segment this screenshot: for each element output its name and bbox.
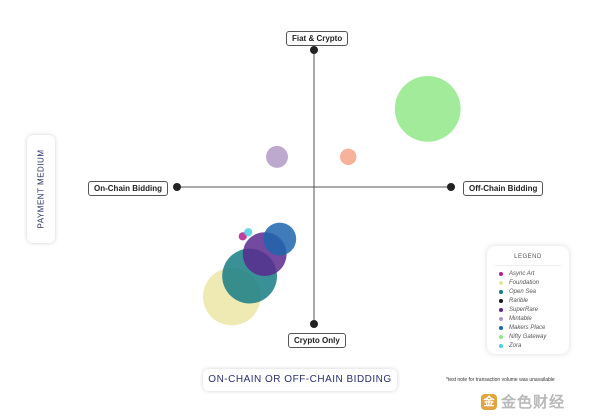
legend-swatch [499, 307, 503, 312]
legend-item: Open Sea [487, 287, 569, 296]
axis-end-dot-left [173, 183, 181, 191]
bubble-makers-place [263, 222, 297, 256]
legend-label: Zora [509, 342, 522, 349]
axis-end-dot-top [310, 46, 318, 54]
legend-item: Mintable [487, 314, 569, 323]
legend-label: Async Art [509, 270, 535, 277]
legend-swatch [499, 289, 503, 294]
legend-item: Rarible [487, 296, 569, 305]
legend-swatch [499, 343, 503, 348]
legend-item: Zora [487, 341, 569, 350]
legend-label: SuperRare [509, 306, 539, 313]
legend-swatch [499, 325, 503, 330]
watermark: 金 金色财经 [481, 391, 565, 412]
axis-end-label-right: Off-Chain Bidding [463, 181, 544, 196]
y-axis-title: PAYMENT MEDIUM [36, 149, 46, 229]
legend-swatch [499, 298, 503, 303]
legend-item: Makers Place [487, 323, 569, 332]
bubble-mintable [266, 145, 288, 168]
footnote: *test note for transaction volume was un… [446, 377, 555, 383]
legend-swatch [499, 280, 503, 285]
legend-item: Async Art [487, 269, 569, 278]
bubble-layer [203, 76, 461, 326]
axis-end-dot-right [447, 183, 455, 191]
watermark-text: 金色财经 [501, 394, 566, 411]
legend-divider [495, 265, 561, 266]
axis-end-dot-bottom [310, 320, 318, 328]
legend-swatch [499, 271, 503, 276]
legend-label: Makers Place [509, 324, 546, 331]
legend-label: Rarible [509, 297, 529, 304]
legend-label: Foundation [509, 279, 540, 286]
bubble-unlabeled [340, 148, 357, 166]
legend: LEGEND Async Art Foundation Open Sea Raribl… [487, 246, 569, 354]
axis-end-label-top: Fiat & Crypto [286, 31, 349, 46]
x-axis-title: ON-CHAIN OR OFF-CHAIN BIDDING [203, 369, 397, 391]
y-axis-title-box: PAYMENT MEDIUM [27, 135, 55, 243]
axis-end-label-bottom: Crypto Only [288, 333, 346, 348]
bubble-nifty-gateway [394, 76, 461, 142]
axis-end-label-left: On-Chain Bidding [88, 181, 168, 196]
legend-item: SuperRare [487, 305, 569, 314]
legend-label: Mintable [509, 315, 532, 322]
legend-item: Nifty Gateway [487, 332, 569, 341]
legend-title: LEGEND [514, 254, 542, 260]
watermark-logo-icon: 金 [481, 393, 497, 410]
legend-items: Async Art Foundation Open Sea Rarible SuperR… [487, 269, 569, 350]
legend-label: Open Sea [509, 288, 537, 295]
bubble-zora [244, 228, 253, 237]
legend-item: Foundation [487, 278, 569, 287]
legend-label: Nifty Gateway [509, 333, 547, 340]
legend-swatch [499, 316, 503, 321]
legend-swatch [499, 334, 503, 339]
